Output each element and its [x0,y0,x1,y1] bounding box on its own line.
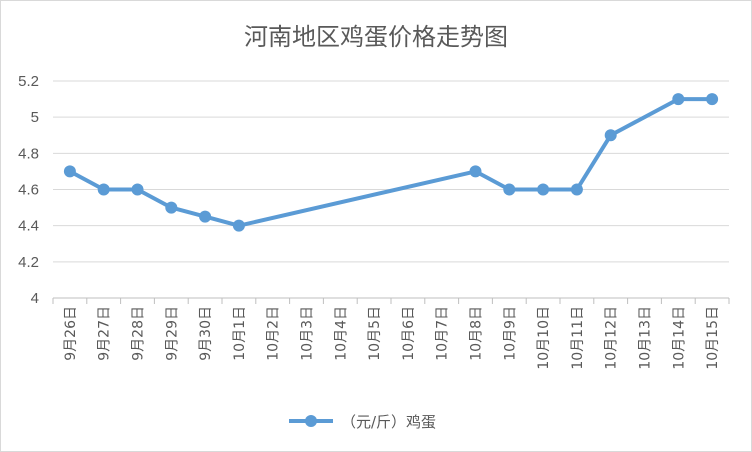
x-axis: 9月26日 9月27日 9月28日 9月29日 9月30日 10月1日 10月2日 10月3日… [52,297,730,370]
data-point [570,183,583,196]
y-tick-label: 5 [31,109,39,126]
legend-dot-marker [305,415,317,427]
y-tick-label: 4.6 [18,182,39,199]
x-category-label: 10月4日 [333,306,349,361]
x-category-label: 10月15日 [705,306,721,370]
data-point [97,183,110,196]
x-category-label: 10月7日 [435,306,451,361]
x-category-label: 9月26日 [63,306,79,361]
x-category-label: 10月11日 [570,306,586,370]
legend-label: （元/斤）鸡蛋 [341,413,436,431]
series-layer [63,93,719,232]
x-category-label: 10月5日 [367,306,383,361]
x-category-label: 10月13日 [638,306,654,370]
data-point [165,201,178,214]
x-category-label: 10月14日 [671,306,687,370]
data-point [469,165,482,178]
x-category-label: 10月10日 [536,306,552,370]
y-tick-label: 5.2 [18,73,39,90]
y-tick-label: 4.2 [18,254,39,271]
y-tick-label: 4.8 [18,145,39,162]
data-point [503,183,516,196]
y-tick-label: 4 [31,290,39,307]
chart-title: 河南地区鸡蛋价格走势图 [244,23,508,51]
x-category-label: 10月12日 [604,306,620,370]
data-point [131,183,144,196]
x-category-label: 10月9日 [502,306,518,361]
x-category-label: 10月3日 [300,306,316,361]
data-point [232,219,245,232]
x-category-label: 10月8日 [469,306,485,361]
x-category-label: 9月29日 [164,306,180,361]
x-category-label: 10月2日 [266,306,282,361]
data-point [537,183,550,196]
y-axis: 5.2 5 4.8 4.6 4.4 4.2 4 [18,73,39,307]
x-category-label: 9月27日 [97,306,113,361]
legend: （元/斤）鸡蛋 [289,413,436,431]
y-tick-label: 4.4 [18,218,39,235]
data-point [604,129,617,142]
x-category-label: 10月1日 [232,306,248,361]
data-point [63,165,76,178]
x-category-label: 9月30日 [198,306,214,361]
x-category-label: 10月6日 [401,306,417,361]
grid-lines [53,80,729,263]
data-point [672,93,685,106]
x-category-label: 9月28日 [131,306,147,361]
data-point [199,210,212,223]
data-point [706,93,719,106]
